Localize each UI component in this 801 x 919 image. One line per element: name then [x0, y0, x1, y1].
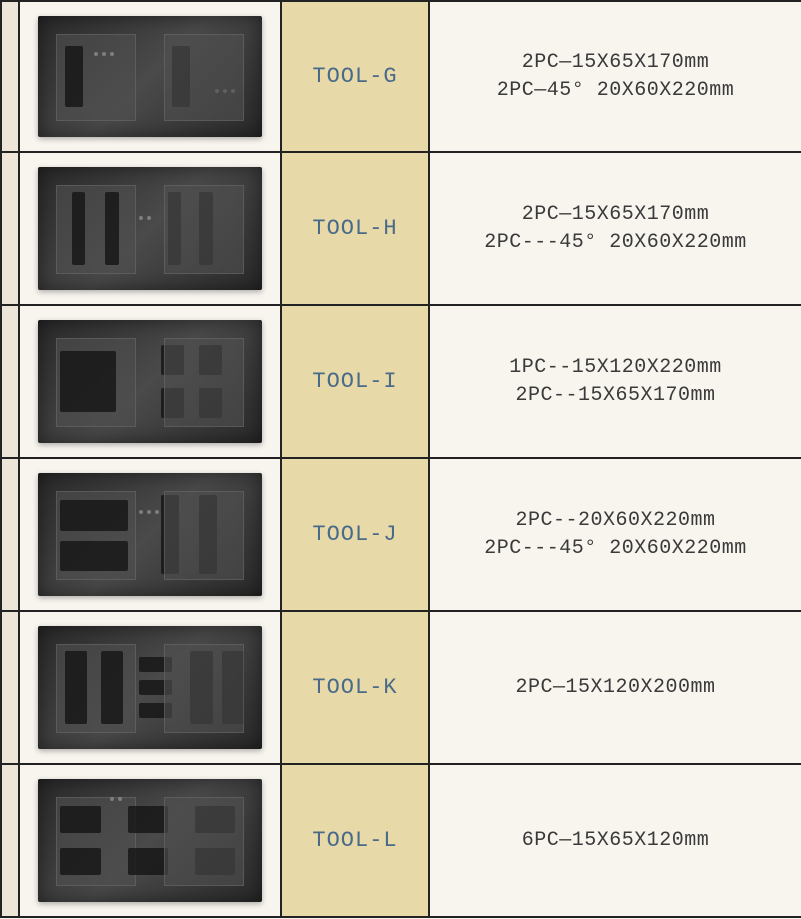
tool-label: TOOL-J — [282, 459, 430, 610]
spec-line: 2PC---45° 20X60X220mm — [484, 535, 747, 563]
spec-line: 2PC—15X120X200mm — [515, 674, 715, 702]
row-edge — [0, 612, 20, 763]
tool-tray-image — [38, 626, 262, 749]
tool-label: TOOL-L — [282, 765, 430, 916]
spec-line: 2PC--15X65X170mm — [515, 382, 715, 410]
tool-image-cell — [20, 2, 282, 151]
table-row: TOOL-H 2PC—15X65X170mm 2PC---45° 20X60X2… — [0, 153, 801, 306]
tool-tray-image — [38, 779, 262, 902]
row-edge — [0, 153, 20, 304]
tool-image-cell — [20, 459, 282, 610]
tool-spec: 2PC--20X60X220mm 2PC---45° 20X60X220mm — [430, 459, 801, 610]
row-edge — [0, 459, 20, 610]
tool-image-cell — [20, 765, 282, 916]
spec-line: 2PC--20X60X220mm — [515, 507, 715, 535]
tool-spec-table: TOOL-G 2PC—15X65X170mm 2PC—45° 20X60X220… — [0, 0, 801, 919]
tool-spec: 2PC—15X120X200mm — [430, 612, 801, 763]
tool-label: TOOL-H — [282, 153, 430, 304]
table-row: TOOL-K 2PC—15X120X200mm — [0, 612, 801, 765]
tool-spec: 2PC—15X65X170mm 2PC—45° 20X60X220mm — [430, 2, 801, 151]
tool-tray-image — [38, 16, 262, 137]
table-row: TOOL-G 2PC—15X65X170mm 2PC—45° 20X60X220… — [0, 0, 801, 153]
spec-line: 2PC---45° 20X60X220mm — [484, 229, 747, 257]
table-row: TOOL-J 2PC--20X60X220mm 2PC---45° 20X60X… — [0, 459, 801, 612]
tool-tray-image — [38, 473, 262, 596]
tool-label: TOOL-I — [282, 306, 430, 457]
tool-spec: 2PC—15X65X170mm 2PC---45° 20X60X220mm — [430, 153, 801, 304]
spec-line: 1PC--15X120X220mm — [509, 354, 722, 382]
tool-image-cell — [20, 612, 282, 763]
tool-spec: 6PC—15X65X120mm — [430, 765, 801, 916]
row-edge — [0, 765, 20, 916]
row-edge — [0, 2, 20, 151]
tool-label: TOOL-K — [282, 612, 430, 763]
tool-tray-image — [38, 167, 262, 290]
tool-tray-image — [38, 320, 262, 443]
table-row: TOOL-I 1PC--15X120X220mm 2PC--15X65X170m… — [0, 306, 801, 459]
tool-image-cell — [20, 306, 282, 457]
spec-line: 6PC—15X65X120mm — [522, 827, 710, 855]
spec-line: 2PC—45° 20X60X220mm — [497, 77, 735, 105]
spec-line: 2PC—15X65X170mm — [522, 49, 710, 77]
row-edge — [0, 306, 20, 457]
tool-spec: 1PC--15X120X220mm 2PC--15X65X170mm — [430, 306, 801, 457]
tool-label: TOOL-G — [282, 2, 430, 151]
table-row: TOOL-L 6PC—15X65X120mm — [0, 765, 801, 918]
spec-line: 2PC—15X65X170mm — [522, 201, 710, 229]
tool-image-cell — [20, 153, 282, 304]
